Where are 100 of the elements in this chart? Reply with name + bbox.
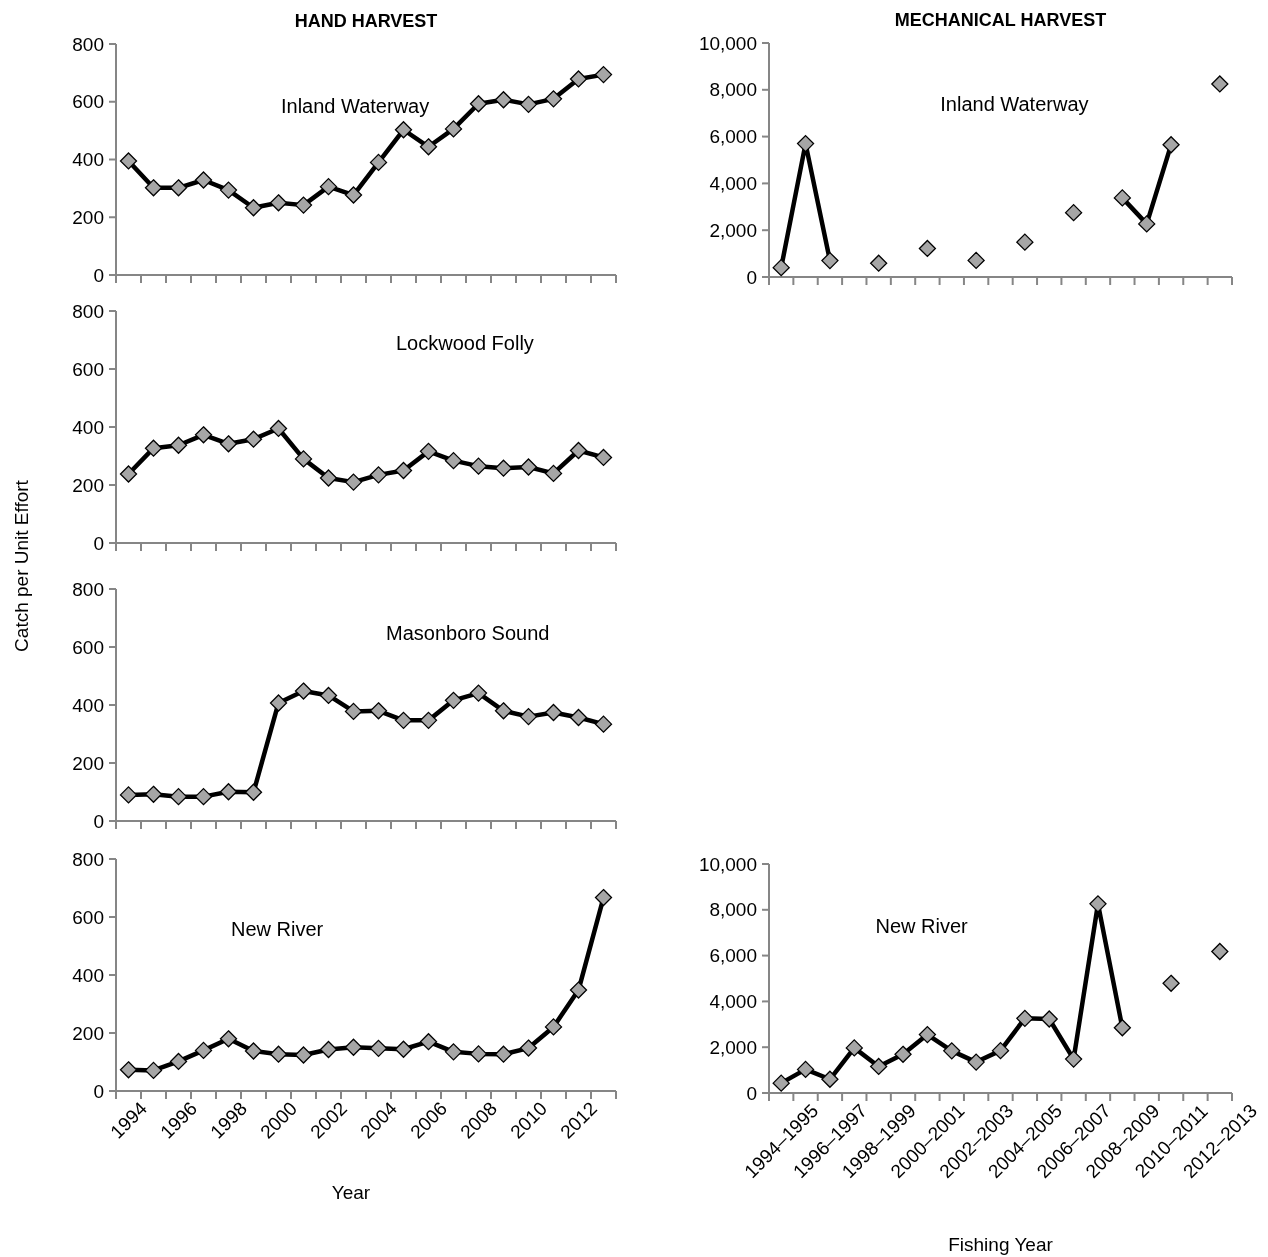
point xyxy=(144,785,163,803)
point xyxy=(821,251,839,270)
y-tick-label: 600 xyxy=(72,358,104,380)
point xyxy=(169,179,188,197)
point xyxy=(294,1046,313,1064)
point xyxy=(870,1057,888,1076)
point xyxy=(519,95,538,113)
point xyxy=(419,442,438,461)
point xyxy=(219,435,238,453)
point xyxy=(494,459,513,477)
x-axis-title: Fishing Year xyxy=(948,1234,1054,1255)
y-tick-label: 800 xyxy=(72,33,104,55)
point xyxy=(469,684,488,702)
point xyxy=(144,1061,163,1080)
point xyxy=(569,708,588,727)
point xyxy=(119,465,138,483)
y-tick-label: 200 xyxy=(72,752,104,774)
y-tick-label: 10,000 xyxy=(698,853,757,875)
point xyxy=(119,786,138,804)
point xyxy=(269,194,288,212)
point xyxy=(894,1045,912,1063)
point xyxy=(519,458,538,476)
y-tick-label: 800 xyxy=(72,300,104,322)
y-tick-label: 800 xyxy=(72,578,104,600)
point xyxy=(244,199,263,217)
y-tick-label: 400 xyxy=(72,416,104,438)
text: New River xyxy=(875,914,969,937)
y-tick-label: 6,000 xyxy=(709,126,757,148)
point xyxy=(194,171,213,189)
y-tick-label: 800 xyxy=(72,848,104,870)
point xyxy=(369,702,388,720)
point xyxy=(544,1018,563,1036)
point xyxy=(394,461,413,480)
point xyxy=(821,1070,839,1088)
point xyxy=(319,177,338,196)
y-axis-title: Catch per Unit Effort xyxy=(11,479,32,652)
point xyxy=(444,691,463,710)
y-tick-label: 600 xyxy=(72,636,104,658)
point xyxy=(796,1060,815,1079)
point xyxy=(244,430,263,448)
point xyxy=(169,1052,188,1071)
point xyxy=(569,441,588,460)
point xyxy=(594,65,613,84)
text: Masonboro Sound xyxy=(386,622,550,645)
point xyxy=(269,1045,288,1063)
y-tick-label: 600 xyxy=(72,906,104,928)
point xyxy=(369,153,388,172)
y-tick-label: 0 xyxy=(93,264,104,286)
point xyxy=(594,888,613,907)
text: Inland Waterway xyxy=(940,92,1089,115)
point xyxy=(294,196,313,214)
point xyxy=(991,1041,1010,1060)
point xyxy=(967,1053,985,1071)
point xyxy=(344,702,363,721)
chart-title: HAND HARVEST xyxy=(294,11,438,31)
point xyxy=(1162,974,1180,992)
point xyxy=(294,682,313,700)
chart-title: MECHANICAL HARVEST xyxy=(894,10,1107,30)
point xyxy=(494,1045,513,1063)
point xyxy=(469,457,488,475)
point xyxy=(444,451,463,470)
y-tick-label: 8,000 xyxy=(709,899,757,921)
point xyxy=(294,450,313,468)
y-tick-label: 400 xyxy=(72,964,104,986)
point xyxy=(394,1040,413,1058)
y-tick-label: 0 xyxy=(93,532,104,554)
point xyxy=(119,152,138,170)
point xyxy=(772,1074,790,1092)
point xyxy=(169,787,188,806)
y-tick-label: 0 xyxy=(93,810,104,832)
point xyxy=(870,254,888,272)
point xyxy=(419,1033,438,1051)
y-tick-label: 10,000 xyxy=(698,32,757,54)
point xyxy=(1016,1009,1034,1027)
point xyxy=(244,1042,263,1060)
point xyxy=(594,715,613,733)
point xyxy=(119,1061,138,1079)
y-tick-label: 0 xyxy=(746,266,757,288)
point xyxy=(1113,189,1131,207)
point xyxy=(1040,1010,1058,1028)
point xyxy=(344,1038,363,1056)
point xyxy=(918,239,937,258)
series-label: Inland Waterway xyxy=(281,95,430,118)
point xyxy=(219,1030,238,1048)
point xyxy=(269,419,288,438)
point xyxy=(319,686,338,705)
y-tick-label: 200 xyxy=(72,474,104,496)
point xyxy=(494,702,513,720)
point xyxy=(219,181,238,199)
point xyxy=(544,90,563,108)
point xyxy=(1162,136,1180,154)
point xyxy=(394,711,413,730)
point xyxy=(244,783,263,801)
text: Lockwood Folly xyxy=(396,332,534,355)
point xyxy=(1211,942,1229,961)
point xyxy=(444,1043,463,1061)
point xyxy=(144,179,163,197)
y-tick-label: 400 xyxy=(72,149,104,171)
point xyxy=(219,783,238,801)
point xyxy=(519,1039,538,1057)
